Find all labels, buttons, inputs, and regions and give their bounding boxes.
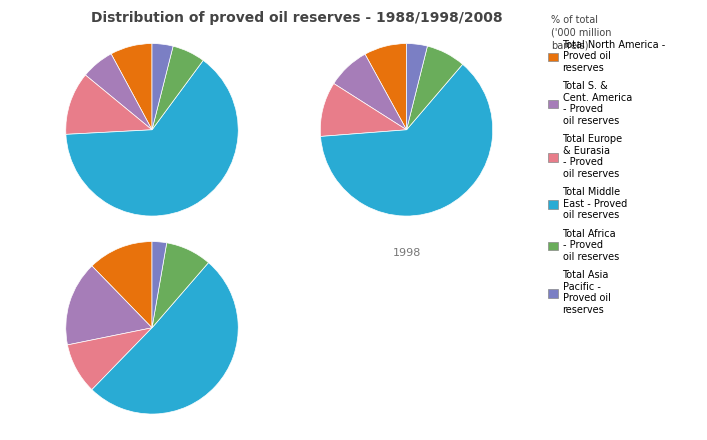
Wedge shape — [67, 328, 152, 390]
Wedge shape — [320, 84, 407, 136]
Text: 1998: 1998 — [392, 248, 421, 258]
Wedge shape — [365, 44, 407, 130]
Text: % of total
('000 million
barrels): % of total ('000 million barrels) — [551, 15, 612, 50]
Wedge shape — [66, 266, 152, 345]
Wedge shape — [152, 242, 167, 328]
Text: 1988: 1988 — [138, 248, 166, 258]
Wedge shape — [334, 54, 407, 130]
Wedge shape — [152, 243, 209, 328]
Wedge shape — [407, 44, 428, 130]
Wedge shape — [152, 44, 173, 130]
Wedge shape — [66, 75, 152, 134]
Wedge shape — [92, 242, 152, 328]
Wedge shape — [92, 263, 238, 414]
Wedge shape — [66, 60, 238, 216]
Wedge shape — [86, 54, 152, 130]
Text: Distribution of proved oil reserves - 1988/1998/2008: Distribution of proved oil reserves - 19… — [91, 11, 503, 25]
Wedge shape — [320, 64, 493, 216]
Wedge shape — [407, 46, 462, 130]
Wedge shape — [152, 46, 203, 130]
Wedge shape — [111, 44, 152, 130]
Legend: Total North America -
Proved oil
reserves, Total S. &
Cent. America
- Proved
oil: Total North America - Proved oil reserve… — [548, 40, 666, 315]
